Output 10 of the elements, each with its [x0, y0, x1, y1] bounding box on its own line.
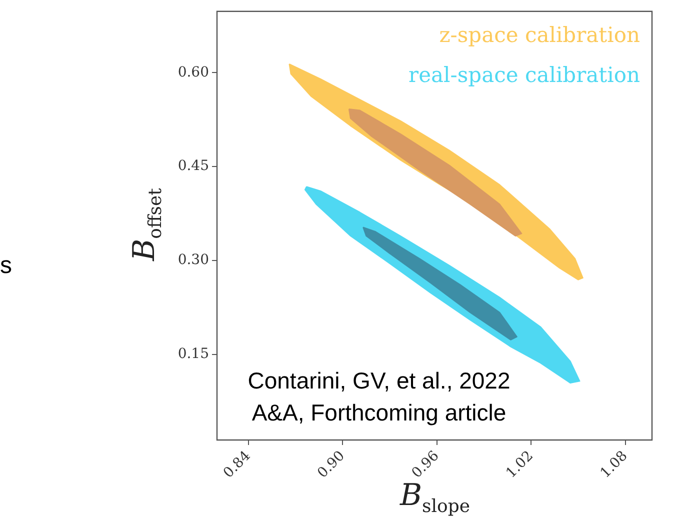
- annotation: Contarini, GV, et al., 2022: [248, 367, 510, 394]
- y-tick-label: 0.15: [178, 346, 209, 362]
- text: z-space calibration: [439, 22, 640, 47]
- annotation: A&A, Forthcoming article: [252, 399, 506, 426]
- x-axis-title: B$_{slope}$: [400, 478, 470, 517]
- y-tick-label: 0.45: [178, 158, 209, 174]
- text: real-space calibration: [408, 62, 640, 87]
- text: s: [0, 252, 12, 280]
- y-tick-label: 0.60: [178, 64, 209, 80]
- y-tick-label: 0.30: [178, 252, 209, 268]
